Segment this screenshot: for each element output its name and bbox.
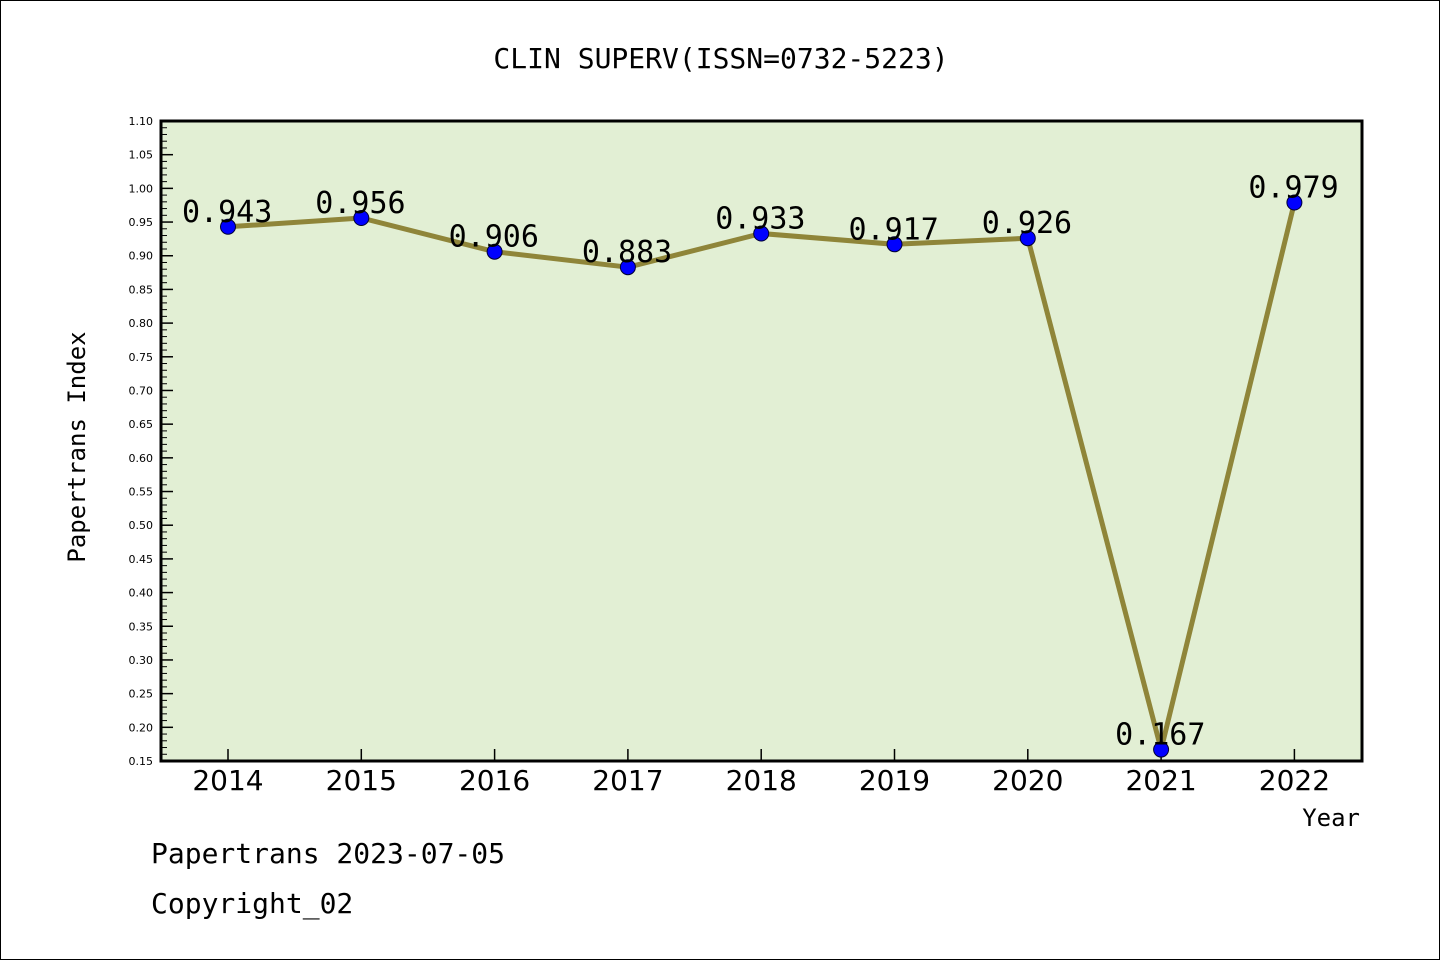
x-tick-label: 2014 (192, 764, 263, 797)
y-tick-label: 1.00 (129, 182, 154, 195)
data-label: 0.917 (849, 212, 939, 247)
y-tick-label: 0.80 (129, 317, 154, 330)
data-point (619, 259, 636, 276)
y-tick-label: 0.60 (129, 452, 154, 465)
x-tick-label: 2022 (1259, 764, 1330, 797)
plot-frame (159, 119, 1364, 763)
y-tick-label: 0.45 (129, 553, 154, 566)
footer-date: Papertrans 2023-07-05 (151, 837, 506, 870)
data-point (1019, 230, 1036, 247)
y-tick-label: 1.10 (129, 115, 154, 128)
x-tick-label: 2018 (726, 764, 797, 797)
y-tick-label: 0.15 (129, 755, 154, 768)
x-axis: 2014 2015 2016 2017 2018 2019 2020 2021 2022 (192, 749, 1330, 797)
data-label: 0.906 (449, 220, 539, 255)
data-label: 0.926 (982, 206, 1072, 241)
data-point (1153, 741, 1170, 758)
data-point (753, 225, 770, 242)
data-labels: 0.943 0.956 0.906 0.883 0.933 0.917 0.926 0.167… (182, 171, 1339, 753)
y-tick-label: 0.25 (129, 688, 154, 701)
data-label: 0.933 (715, 202, 805, 237)
y-axis: 0.15 0.20 0.25 0.30 0.35 0.40 0.45 0.50 0.55 0.60… (129, 115, 173, 768)
y-tick-label: 0.65 (129, 418, 154, 431)
y-tick-label: 0.95 (129, 216, 154, 229)
y-tick-label: 0.20 (129, 721, 154, 734)
y-tick-label: 0.50 (129, 519, 154, 532)
y-tick-label: 1.05 (129, 149, 154, 162)
y-tick-label: 0.90 (129, 250, 154, 263)
y-tick-label: 0.30 (129, 654, 154, 667)
data-label: 0.167 (1115, 718, 1205, 753)
series (220, 194, 1303, 758)
data-label: 0.956 (315, 186, 405, 221)
y-tick-label: 0.70 (129, 384, 154, 397)
data-label: 0.883 (582, 235, 672, 270)
data-point (1286, 194, 1303, 211)
data-label: 0.943 (182, 195, 272, 230)
x-tick-label: 2020 (992, 764, 1063, 797)
y-tick-label: 0.35 (129, 620, 154, 633)
data-point (353, 210, 370, 227)
footer-copyright: Copyright_02 (151, 887, 354, 920)
y-tick-label: 0.40 (129, 587, 154, 600)
data-point (886, 236, 903, 253)
y-tick-label: 0.55 (129, 486, 154, 499)
chart-title: CLIN SUPERV(ISSN=0732-5223) (493, 42, 948, 75)
data-point (220, 218, 236, 235)
x-tick-label: 2016 (459, 764, 530, 797)
y-tick-label: 0.85 (129, 283, 154, 296)
data-point (486, 243, 503, 260)
x-tick-label: 2015 (326, 764, 397, 797)
x-tick-label: 2017 (592, 764, 663, 797)
x-axis-label: Year (1302, 804, 1360, 832)
x-tick-label: 2021 (1125, 764, 1196, 797)
y-tick-label: 0.75 (129, 351, 154, 364)
y-axis-label: Papertrans Index (63, 331, 91, 562)
x-tick-label: 2019 (859, 764, 930, 797)
data-label: 0.979 (1248, 171, 1338, 206)
